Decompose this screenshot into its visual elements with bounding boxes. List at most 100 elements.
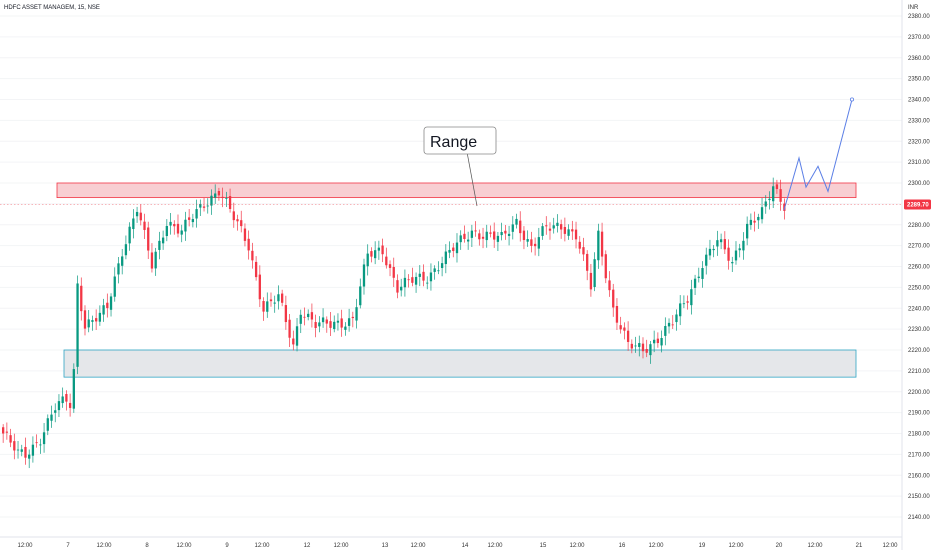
candle[interactable] [247, 230, 250, 260]
resistance-zone[interactable] [56, 182, 857, 199]
candle[interactable] [206, 198, 209, 214]
candle[interactable] [474, 221, 477, 237]
candle[interactable] [567, 224, 570, 240]
candle[interactable] [173, 220, 176, 235]
candle[interactable] [504, 225, 507, 240]
candle[interactable] [530, 231, 533, 253]
candle[interactable] [87, 310, 90, 333]
candle[interactable] [295, 317, 299, 352]
candle[interactable] [221, 187, 224, 208]
candle[interactable] [455, 233, 459, 263]
range-callout[interactable]: Range [423, 126, 497, 207]
candle[interactable] [329, 311, 332, 336]
candle[interactable] [619, 316, 622, 334]
candle[interactable] [232, 202, 235, 228]
candle[interactable] [597, 223, 600, 269]
candle[interactable] [519, 211, 522, 242]
candle[interactable] [180, 224, 183, 243]
candle[interactable] [109, 293, 113, 317]
candle[interactable] [98, 305, 102, 326]
candle[interactable] [727, 239, 730, 270]
candle[interactable] [753, 211, 756, 232]
candle[interactable] [396, 274, 399, 299]
candle[interactable] [556, 214, 559, 233]
candle[interactable] [61, 387, 64, 408]
candle[interactable] [381, 238, 384, 263]
candle[interactable] [243, 223, 247, 247]
candle[interactable] [392, 257, 395, 287]
candle[interactable] [522, 226, 526, 250]
candle[interactable] [366, 244, 369, 276]
candle[interactable] [671, 315, 674, 329]
candle[interactable] [426, 276, 429, 290]
candle[interactable] [83, 305, 87, 336]
candle[interactable] [723, 231, 726, 255]
candle[interactable] [433, 265, 436, 280]
candle[interactable] [5, 422, 9, 440]
candle[interactable] [708, 239, 712, 260]
candle[interactable] [716, 230, 719, 256]
candle[interactable] [225, 191, 228, 207]
candle[interactable] [690, 279, 693, 315]
candle[interactable] [515, 213, 518, 229]
candle[interactable] [281, 289, 284, 307]
candle[interactable] [28, 449, 31, 469]
candle[interactable] [351, 311, 354, 328]
candle[interactable] [184, 211, 187, 241]
candle[interactable] [102, 298, 105, 322]
candle[interactable] [660, 330, 663, 353]
candle[interactable] [682, 295, 686, 309]
candle[interactable] [608, 271, 611, 297]
candle[interactable] [400, 278, 403, 297]
candle[interactable] [117, 257, 120, 284]
candle[interactable] [333, 315, 336, 333]
candle[interactable] [578, 236, 581, 254]
candle[interactable] [39, 438, 42, 454]
candle[interactable] [228, 188, 232, 213]
candle[interactable] [615, 298, 619, 330]
candle[interactable] [385, 247, 388, 269]
candle[interactable] [712, 245, 715, 258]
candle[interactable] [738, 243, 741, 258]
candle[interactable] [113, 267, 116, 302]
candle[interactable] [742, 232, 745, 260]
candle[interactable] [359, 278, 362, 309]
candle[interactable] [600, 222, 604, 266]
candle[interactable] [656, 332, 660, 348]
candle[interactable] [240, 210, 243, 233]
candle[interactable] [705, 247, 708, 275]
candle[interactable] [586, 250, 589, 281]
candle[interactable] [16, 440, 20, 459]
candle[interactable] [679, 295, 682, 326]
candle[interactable] [422, 264, 425, 287]
candle[interactable] [746, 216, 749, 246]
candle[interactable] [764, 195, 767, 214]
candle[interactable] [467, 231, 470, 250]
candle[interactable] [444, 244, 447, 274]
candle[interactable] [139, 204, 142, 226]
candle[interactable] [262, 297, 265, 321]
candle[interactable] [24, 437, 27, 465]
candle[interactable] [176, 214, 180, 238]
candle[interactable] [42, 423, 46, 453]
candle[interactable] [649, 341, 652, 364]
candle[interactable] [292, 330, 295, 351]
candle[interactable] [582, 237, 585, 262]
candle[interactable] [537, 227, 540, 257]
candle[interactable] [485, 224, 488, 248]
candle[interactable] [106, 293, 109, 318]
candle[interactable] [775, 179, 779, 194]
candle[interactable] [653, 330, 656, 353]
candle[interactable] [321, 308, 325, 328]
candle[interactable] [626, 321, 630, 351]
candle[interactable] [493, 222, 496, 248]
candle[interactable] [459, 230, 462, 250]
candle[interactable] [478, 229, 481, 246]
candle[interactable] [258, 265, 261, 308]
candle[interactable] [355, 298, 358, 329]
candle[interactable] [20, 444, 23, 457]
candle[interactable] [411, 267, 414, 287]
candle[interactable] [124, 235, 128, 260]
candle[interactable] [210, 189, 213, 215]
